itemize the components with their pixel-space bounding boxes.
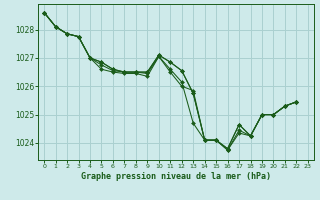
X-axis label: Graphe pression niveau de la mer (hPa): Graphe pression niveau de la mer (hPa) xyxy=(81,172,271,181)
